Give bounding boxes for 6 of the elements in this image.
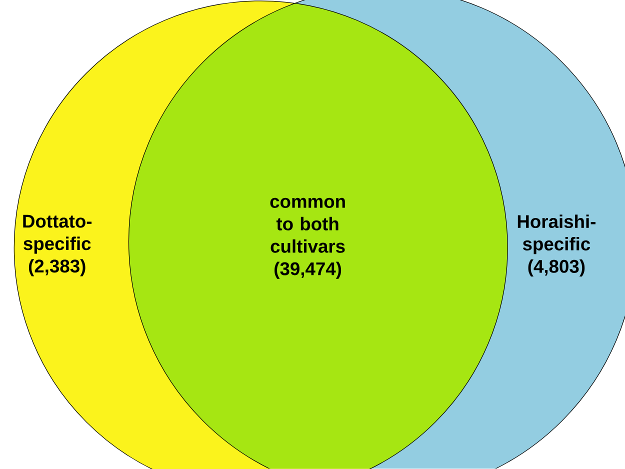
data-label: (39,474) [274, 262, 342, 280]
data-label: (2,383) [28, 259, 86, 276]
category-label: Dottato-specific [23, 215, 92, 254]
category-label: common to both cultivars [270, 198, 345, 254]
category-label: Horaishi-specific [518, 214, 596, 254]
data-label: (4,803) [528, 260, 585, 277]
